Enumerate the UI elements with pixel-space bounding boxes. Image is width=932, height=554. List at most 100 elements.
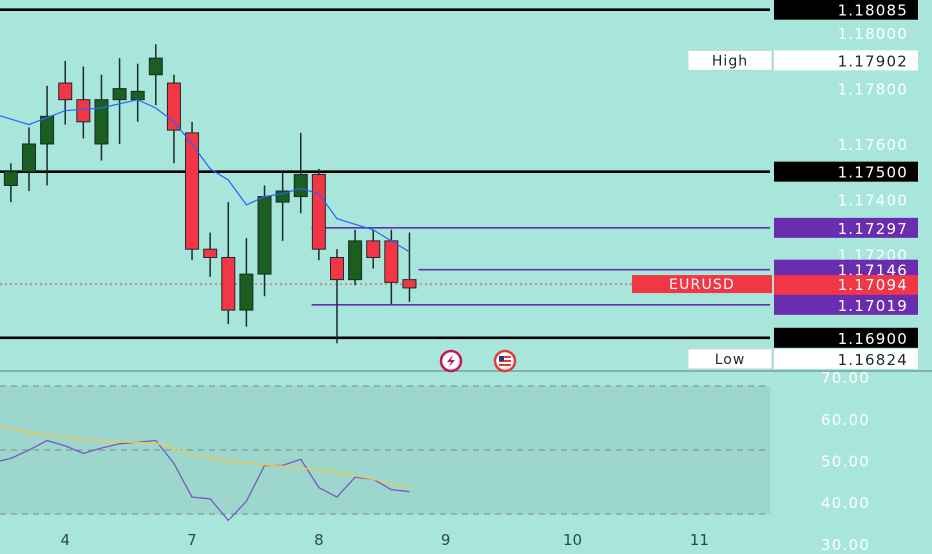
price-tag-box [774, 217, 918, 238]
price-tag-label-box [687, 49, 773, 71]
price-tag-value: 1.16824 [838, 351, 908, 369]
price-tag-value: 1.17297 [838, 220, 908, 238]
symbol-tag-label: EURUSD [669, 277, 735, 293]
price-tag: High 1.17902 [687, 49, 918, 71]
candle-body [21, 143, 36, 173]
price-tag: 1.18085 [774, 0, 918, 20]
candle-body [94, 99, 109, 145]
candle-body [402, 279, 417, 289]
time-tick-label: 11 [690, 531, 709, 549]
price-tag-value: 1.17019 [838, 297, 908, 315]
price-tag-value: 1.17094 [838, 276, 908, 294]
candle [311, 168, 326, 261]
candle-body [130, 90, 145, 101]
candle-body [311, 173, 326, 250]
candle [148, 44, 163, 106]
candle [384, 229, 399, 305]
candle [40, 85, 55, 186]
horizontal-levels [0, 8, 770, 340]
candle-body [185, 132, 200, 250]
oscillator-tick-label: 50.00 [821, 453, 870, 471]
oscillator-axis[interactable]: 70.00 60.00 50.00 40.00 30.00 [821, 369, 870, 554]
price-axis[interactable]: 1.180001.178001.176001.174001.172001.180… [632, 0, 918, 370]
candle-body [203, 248, 218, 258]
candle-body [221, 256, 236, 311]
price-tag-box [774, 348, 918, 369]
candle [112, 58, 127, 144]
time-tick-label: 9 [441, 531, 451, 549]
oscillator-tick-label: 40.00 [821, 494, 870, 512]
price-tag-value: 1.17902 [838, 52, 908, 70]
candles [3, 44, 417, 344]
oscillator-panel [0, 385, 770, 515]
oscillator-line [0, 439, 410, 522]
price-tag-label: Low [715, 352, 746, 368]
price-tag-box [774, 0, 918, 20]
us-flag-event-icon[interactable] [493, 349, 517, 373]
candle-body [275, 190, 290, 203]
candle [275, 171, 290, 241]
candle-body [366, 240, 381, 258]
candle [58, 60, 73, 125]
time-tick-label: 8 [314, 531, 324, 549]
price-tick-label: 1.18000 [838, 25, 908, 43]
candle-body [384, 240, 399, 283]
candle [366, 229, 381, 269]
candle-body [329, 256, 344, 281]
candle [94, 74, 109, 161]
price-tag: 1.17500 [774, 161, 918, 182]
oscillator-signal-line [0, 425, 410, 489]
candle-body [148, 57, 163, 76]
oscillator-tick-label: 70.00 [821, 369, 870, 387]
candle [293, 132, 308, 214]
candle-body [40, 115, 55, 145]
oscillator-tick-label: 60.00 [821, 411, 870, 429]
candle [402, 232, 417, 302]
candle [203, 232, 218, 277]
candle [348, 229, 363, 286]
price-tag: 1.17019 [774, 294, 918, 315]
events[interactable] [439, 349, 517, 373]
candle-body [293, 173, 308, 198]
candle-body [3, 171, 18, 187]
price-tag-value: 1.17500 [838, 164, 908, 182]
candle [239, 238, 254, 327]
moving-average-line [0, 99, 410, 253]
earnings-event-icon[interactable] [439, 349, 463, 373]
candle-body [58, 82, 73, 101]
candle [185, 121, 200, 261]
symbol-tag-box [632, 275, 772, 294]
candle [329, 249, 344, 344]
price-tag-box [774, 294, 918, 315]
price-tag: 1.16900 [774, 327, 918, 348]
candle [3, 163, 18, 203]
oscillator-lines [0, 425, 410, 522]
oscillator-tick-label: 30.00 [821, 536, 870, 550]
candle [166, 74, 181, 164]
price-tick-label: 1.17600 [838, 136, 908, 154]
price-tick-label: 1.17800 [838, 81, 908, 99]
candle-body [348, 240, 363, 281]
time-tick-label: 10 [563, 531, 582, 549]
candle [76, 66, 91, 139]
candle-body [112, 88, 127, 101]
price-tag-box [774, 259, 918, 280]
candle-body [239, 273, 254, 311]
price-tag: 1.17297 [774, 217, 918, 238]
candle [21, 127, 36, 192]
time-axis[interactable]: 4 7 8 9 10 11 [60, 531, 708, 549]
price-tag-box [774, 327, 918, 348]
price-tag-box [774, 161, 918, 182]
price-tag-value: 1.16900 [838, 330, 908, 348]
price-tag-label: High [712, 53, 748, 69]
price-tag-value: 1.18085 [838, 2, 908, 20]
price-tag-box [774, 50, 918, 71]
candle-body [166, 82, 181, 131]
candle-body [257, 196, 272, 275]
price-tick-label: 1.17400 [838, 191, 908, 209]
candle [221, 202, 236, 324]
time-tick-label: 7 [187, 531, 197, 549]
